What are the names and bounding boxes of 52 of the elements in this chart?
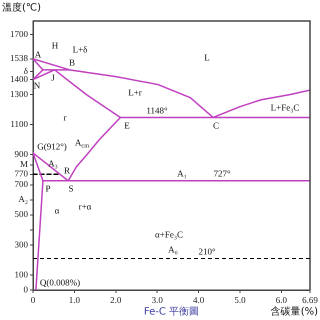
annotation: J xyxy=(51,72,56,82)
annotation: 1148° xyxy=(146,105,168,116)
x-tick-label: 3.0 xyxy=(152,294,164,305)
annotation: E xyxy=(124,120,130,130)
annotation: R xyxy=(64,165,70,176)
x-tick-label: 5.0 xyxy=(234,294,246,305)
text: Fe-C 平衡圖 xyxy=(144,306,200,318)
annotation: L xyxy=(204,52,210,62)
x-tick-label: 1.0 xyxy=(68,294,81,305)
annotation: Q(0.008%) xyxy=(40,277,80,288)
annotation: H xyxy=(52,40,59,50)
annotation: r xyxy=(64,112,66,122)
y-tick-label: 770 xyxy=(14,168,28,179)
y-tick-label: 1538 xyxy=(10,53,28,64)
y-tick-label: 900 xyxy=(14,149,28,160)
y-tick-label: 1700 xyxy=(10,28,28,39)
x-tick-label: 6.0 xyxy=(276,294,288,305)
y-tick-label: A₂ xyxy=(18,194,28,204)
annotation: P xyxy=(45,183,51,194)
y-tick-label: δ xyxy=(24,66,28,76)
y-tick-label: 1100 xyxy=(10,119,28,130)
x-tick-label: 6.69 xyxy=(302,294,318,305)
annotation: α xyxy=(54,205,60,216)
y-tick-label: 1400 xyxy=(10,74,28,84)
x-tick-label: 0 xyxy=(30,294,36,305)
annotation: L+δ xyxy=(72,44,88,54)
annotation: A₁ xyxy=(177,168,187,178)
annotation: G(912°) xyxy=(37,141,67,152)
annotation: S xyxy=(68,183,74,194)
annotation: B xyxy=(69,57,76,68)
x-axis-title: 含碳量(%) xyxy=(270,306,318,318)
y-tick-label: 500 xyxy=(14,209,28,220)
annotation: α+Fe₃C xyxy=(155,229,183,240)
x-tick-label: 4.0 xyxy=(192,294,205,305)
y-tick-label: 1300 xyxy=(10,88,28,99)
annotation: L+Fe₃C xyxy=(270,102,300,112)
annotation: A xyxy=(34,49,42,60)
annotation: 727° xyxy=(213,168,231,178)
annotation: L+r xyxy=(128,87,142,98)
y-tick-label: M xyxy=(20,159,28,170)
annotation: A₃ xyxy=(48,158,58,168)
y-tick-label: 300 xyxy=(14,239,28,250)
annotation: r+α xyxy=(78,201,92,212)
annotation: 210° xyxy=(198,246,216,256)
annotation: N xyxy=(34,80,41,90)
y-tick-label: 100 xyxy=(14,269,28,280)
y-tick-label: 700 xyxy=(14,179,28,190)
y-tick-label: 0 xyxy=(24,284,28,294)
annotation: C xyxy=(213,120,220,130)
y-axis-title: 溫度(℃) xyxy=(2,2,42,14)
x-tick-label: 2.0 xyxy=(110,294,122,305)
annotation: A₀ xyxy=(168,244,178,254)
